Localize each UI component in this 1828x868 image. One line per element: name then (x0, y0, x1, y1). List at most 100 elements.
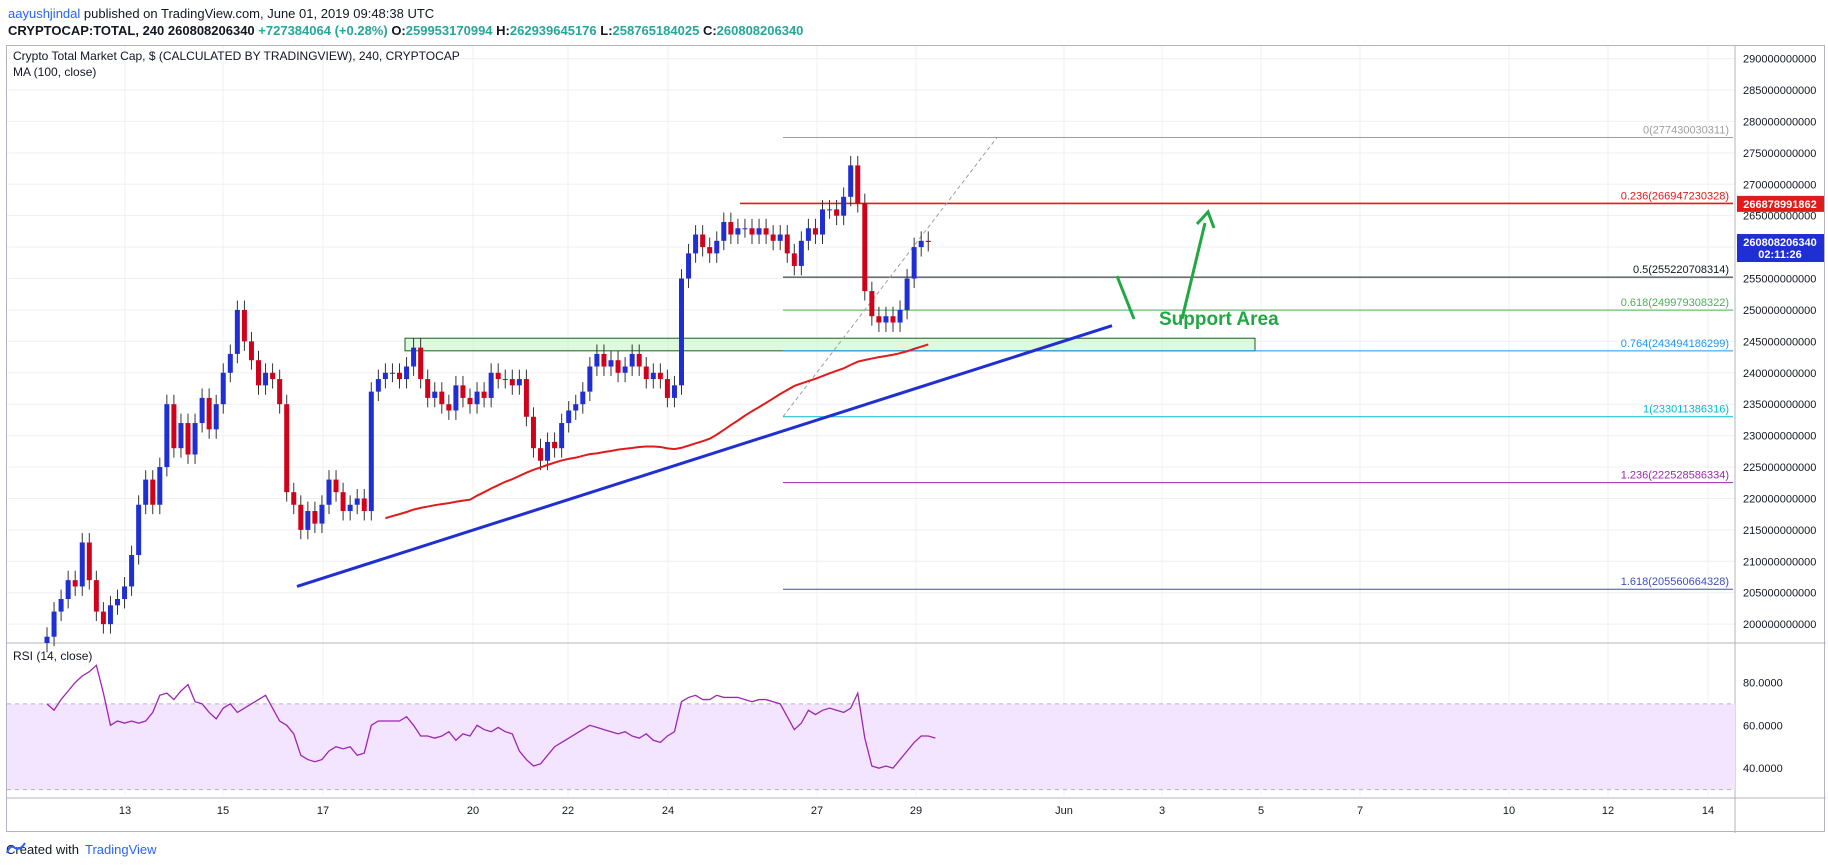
candle-body (580, 391, 586, 405)
candle-body (192, 423, 198, 455)
price-tag-box (1737, 246, 1824, 263)
candle-body (129, 555, 135, 587)
candle-body (728, 221, 734, 235)
last-price: 260808206340 (167, 23, 255, 38)
candle-body (375, 379, 381, 392)
candle-body (798, 240, 804, 266)
fib-level-label: 1.618(205560664328) (1621, 576, 1729, 588)
candle-body (502, 379, 508, 381)
candle-body (418, 347, 424, 380)
candle-body (340, 492, 346, 512)
candle-body (439, 391, 445, 405)
candle-body (474, 391, 480, 405)
candle-body (44, 636, 50, 643)
candle-body (143, 479, 149, 505)
candle-body (897, 309, 903, 323)
candle-body (481, 391, 487, 398)
close-value: 260808206340 (716, 23, 804, 38)
candle-body (516, 379, 522, 386)
symbol-label: CRYPTOCAP:TOTAL, 240 (8, 23, 165, 38)
price-tick-label: 235000000000 (1743, 399, 1816, 411)
price-tick-label: 210000000000 (1743, 556, 1816, 568)
candle-body (523, 379, 529, 417)
candle-body (650, 372, 656, 380)
candle-body (636, 353, 642, 367)
fib-level-label: 1(233011386316) (1643, 404, 1729, 416)
candle-body (136, 504, 142, 556)
rsi-tick-label: 40.0000 (1743, 763, 1783, 775)
candle-body (241, 309, 247, 342)
candle-body (291, 492, 297, 505)
candle-body (270, 372, 276, 380)
candle-body (93, 580, 99, 612)
fib-level-label: 0.236(266947230328) (1621, 190, 1729, 202)
price-tick-label: 230000000000 (1743, 431, 1816, 443)
open-value: 259953170994 (405, 23, 493, 38)
price-tick-label: 270000000000 (1743, 179, 1816, 191)
candle-body (277, 379, 283, 405)
open-label: O: (391, 23, 406, 38)
candle-body (834, 209, 840, 216)
time-tick-label: 22 (562, 805, 574, 817)
time-tick-label: 13 (119, 805, 131, 817)
candle-body (770, 234, 776, 241)
rsi-legend: RSI (14, close) (13, 649, 92, 663)
candle-body (354, 498, 360, 505)
support-zone (404, 337, 1256, 352)
time-tick-label: 7 (1357, 805, 1363, 817)
candle-body (918, 240, 924, 248)
chart-container[interactable]: 290000000000 285000000000 280000000000 2750… (6, 45, 1826, 833)
candle-body (827, 209, 833, 211)
candle-body (333, 479, 339, 493)
candle-body (234, 309, 240, 354)
candle-body (622, 366, 628, 373)
candle-body (51, 611, 57, 637)
candle-body (777, 234, 783, 241)
price-tick-label: 225000000000 (1743, 462, 1816, 474)
candle-body (904, 278, 910, 310)
time-tick-label: 17 (317, 805, 329, 817)
candle-body (615, 360, 621, 373)
candle-body (107, 605, 113, 625)
candle-body (862, 203, 868, 292)
price-tick-label: 265000000000 (1743, 211, 1816, 223)
candle-body (72, 580, 78, 587)
candle-body (763, 228, 769, 235)
up-arrow-head (1195, 209, 1216, 229)
ma-legend: MA (100, close) (13, 65, 96, 79)
price-tick-label: 290000000000 (1743, 54, 1816, 66)
candle-body (693, 234, 699, 254)
rsi-tick-label: 60.0000 (1743, 720, 1783, 732)
price-tag-text: 266878991862 (1743, 199, 1816, 211)
up-arrow-stroke (1180, 222, 1207, 320)
tradingview-brand[interactable]: TradingView (84, 842, 157, 857)
price-chart[interactable]: 2900000000002850000000002800000000002750… (7, 46, 1826, 833)
candle-body (488, 372, 494, 398)
candle-body (664, 379, 670, 398)
price-tick-label: 245000000000 (1743, 336, 1816, 348)
candle-body (206, 397, 212, 430)
candle-body (545, 441, 551, 461)
ohlc-bar: CRYPTOCAP:TOTAL, 240 260808206340 +72738… (8, 23, 803, 38)
candle-body (432, 391, 438, 398)
candle-body (601, 353, 607, 367)
candle-body (227, 353, 233, 373)
candle-body (509, 379, 515, 386)
time-tick-label: 27 (811, 805, 823, 817)
author-link[interactable]: aayushjindal (8, 6, 81, 21)
candle-body (721, 221, 727, 241)
candle-body (157, 467, 163, 505)
candle-body (312, 511, 318, 524)
change-value: +727384064 (+0.28%) (258, 23, 388, 38)
candle-body (305, 511, 311, 530)
candle-body (538, 448, 543, 461)
candle-body (735, 228, 741, 235)
candle-body (876, 316, 882, 323)
price-tick-label: 250000000000 (1743, 305, 1816, 317)
candle-body (150, 479, 156, 505)
candle-body (812, 228, 818, 235)
chart-title: Crypto Total Market Cap, $ (CALCULATED B… (13, 49, 460, 63)
price-tick-label: 255000000000 (1743, 274, 1816, 286)
candle-body (185, 423, 191, 455)
candle-body (749, 228, 755, 235)
